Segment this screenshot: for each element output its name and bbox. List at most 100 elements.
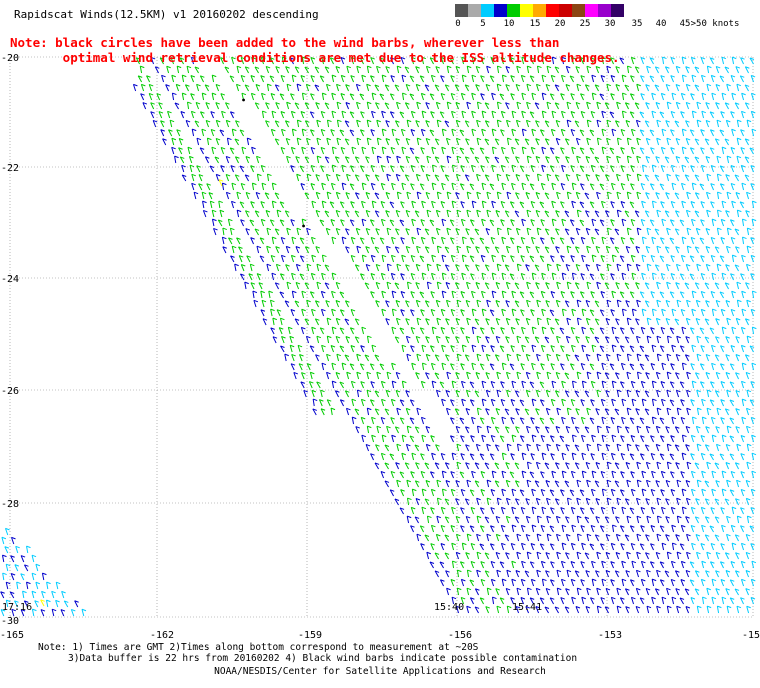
wind-barb [630,327,635,335]
wind-barb [256,245,262,254]
wind-barb [730,74,736,83]
wind-barb [491,164,496,173]
wind-barb [550,327,555,335]
wind-barb [719,129,725,137]
wind-barb [344,138,350,146]
wind-barb [359,57,365,65]
wind-barb [595,408,600,416]
wind-barb [605,425,611,434]
wind-barb [400,201,405,209]
wind-barb [696,551,701,560]
wind-barb [440,543,446,551]
wind-barb [394,282,400,290]
wind-barb [238,255,244,263]
wind-barb [515,156,520,164]
wind-barb [719,75,725,83]
wind-barb [590,291,595,299]
wind-barb [456,245,462,254]
time-label: 15:41 [512,602,542,613]
wind-barb [656,497,662,506]
wind-barb [399,471,405,479]
wind-barb [431,326,437,335]
wind-barb [670,363,675,371]
wind-barb [364,354,370,362]
wind-barb [481,344,487,353]
wind-barb [449,219,455,227]
wind-barb [309,345,315,353]
wind-barb [426,551,431,560]
wind-barb [606,479,612,488]
wind-barb [704,444,710,452]
wind-barb [575,137,581,146]
wind-barb [41,572,47,581]
wind-barb [686,407,691,416]
wind-barb [586,101,591,110]
wind-barb [451,110,456,119]
wind-barb [346,173,351,182]
wind-barb [600,470,606,479]
wind-barb [250,75,256,83]
wind-barb [436,515,442,524]
wind-barb [234,138,240,146]
wind-barb [395,389,401,398]
wind-barb [559,327,565,335]
wind-barb [450,363,455,371]
wind-barb [649,183,655,191]
wind-barb [520,524,526,533]
wind-barb [610,93,615,101]
wind-barb [441,218,447,227]
legend-label: 10 [503,19,515,29]
wind-barb [456,461,462,470]
wind-barb [675,210,680,218]
wind-barb [374,462,380,470]
wind-barb [496,605,502,614]
wind-barb [435,66,441,74]
wind-barb [746,263,751,272]
wind-barb [420,147,425,155]
wind-barb [720,237,726,245]
wind-barb [199,75,205,83]
wind-barb [619,597,625,605]
wind-barb [665,479,671,488]
wind-barb [536,515,542,524]
wind-barb [735,426,741,434]
wind-barb [411,452,417,461]
wind-barb [585,210,590,218]
wind-barb [161,74,166,83]
legend-label: 25 [579,19,591,29]
wind-barb [491,470,497,479]
wind-barb [731,254,737,263]
wind-barb [745,425,751,434]
wind-barb [266,263,272,272]
wind-barb [396,191,402,200]
wind-barb [474,156,480,164]
wind-barb [490,398,496,407]
wind-barb [596,191,601,200]
wind-barb [389,219,395,227]
wind-barb [555,137,561,146]
wind-barb [636,191,642,200]
wind-barb [580,434,586,443]
wind-barb [446,407,451,416]
wind-barb [716,191,722,200]
wind-barb [326,335,332,344]
wind-barb [490,578,496,587]
wind-barb [340,93,346,101]
wind-barb [475,84,480,92]
wind-barb [490,345,495,353]
wind-barb [530,200,536,209]
wind-barb [391,308,397,317]
wind-barb [549,525,555,533]
wind-barb [634,66,640,74]
wind-barb [236,209,242,218]
wind-barb [451,452,457,461]
wind-barb [366,83,371,92]
wind-barb [640,75,645,83]
wind-barb [321,92,327,101]
wind-barb [625,570,631,578]
wind-barb [641,398,647,407]
wind-barb [459,471,465,479]
wind-barb [449,57,455,65]
wind-barb [505,336,510,344]
wind-barb [664,156,670,164]
